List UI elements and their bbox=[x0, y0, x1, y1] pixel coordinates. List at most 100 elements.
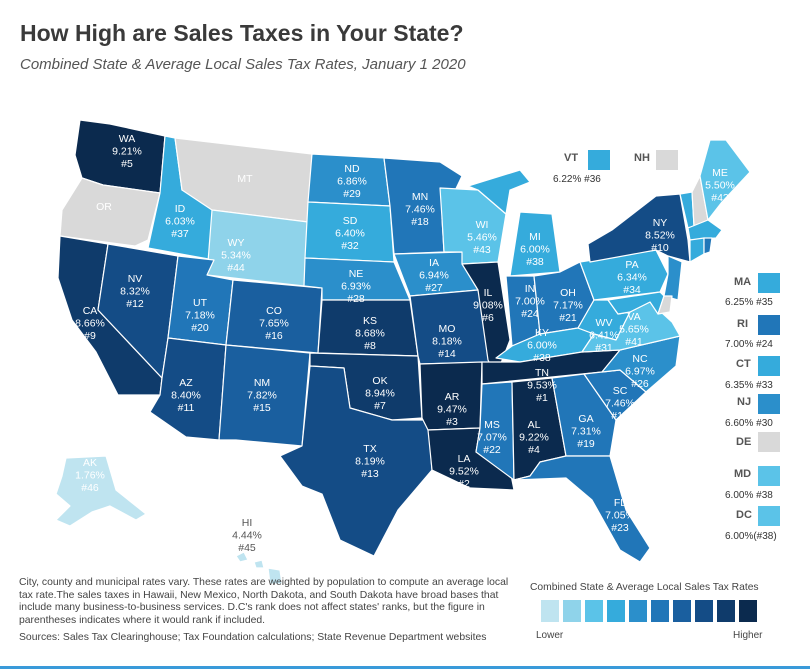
state-label-OH-rate: 7.17% bbox=[553, 300, 583, 312]
state-label-OH-rank: #21 bbox=[559, 312, 577, 324]
state-label-FL-name: FL bbox=[614, 497, 626, 509]
state-label-GA-rate: 7.31% bbox=[571, 426, 601, 438]
state-label-KS-rank: #8 bbox=[364, 340, 376, 352]
legend-swatch-6 bbox=[651, 600, 669, 622]
state-label-ME-name: ME bbox=[712, 167, 728, 179]
state-label-KY-name: KY bbox=[535, 327, 549, 339]
state-label-OR-name: OR bbox=[96, 201, 112, 213]
state-label-MI-rank: #38 bbox=[526, 256, 544, 268]
state-label-AR-rank: #3 bbox=[446, 416, 458, 428]
state-label-SC-name: SC bbox=[613, 385, 628, 397]
state-label-WV-rank: #31 bbox=[595, 342, 613, 354]
state-label-OK-rank: #7 bbox=[374, 400, 386, 412]
state-label-ID-rate: 6.03% bbox=[165, 216, 195, 228]
state-label-ID-name: ID bbox=[175, 203, 186, 215]
state-OR bbox=[59, 177, 161, 247]
vt-label: VT bbox=[564, 152, 579, 164]
state-label-WV-rate: 6.41% bbox=[589, 330, 619, 342]
state-label-VA-name: VA bbox=[627, 311, 640, 323]
legend-swatch-10 bbox=[739, 600, 757, 622]
nh-swatch bbox=[656, 150, 678, 170]
state-label-IN-rate: 7.00% bbox=[515, 296, 545, 308]
state-label-NY-name: NY bbox=[653, 217, 668, 229]
state-label-ND-rate: 6.86% bbox=[337, 176, 367, 188]
state-label-AR-name: AR bbox=[445, 391, 460, 403]
state-label-PA-rate: 6.34% bbox=[617, 272, 647, 284]
state-label-AK-rate: 1.76% bbox=[75, 470, 105, 482]
page-subtitle: Combined State & Average Local Sales Tax… bbox=[20, 56, 466, 73]
state-label-CO-name: CO bbox=[266, 305, 282, 317]
state-label-TX-rank: #13 bbox=[361, 468, 379, 480]
nh-label: NH bbox=[634, 152, 650, 164]
sources-note: Sources: Sales Tax Clearinghouse; Tax Fo… bbox=[19, 632, 487, 643]
state-label-NY-rank: #10 bbox=[651, 242, 669, 254]
legend-swatch-1 bbox=[541, 600, 559, 622]
legend-swatch-5 bbox=[629, 600, 647, 622]
state-label-WI-rank: #43 bbox=[473, 244, 491, 256]
dc-swatch bbox=[758, 506, 780, 526]
ri-swatch bbox=[758, 315, 780, 335]
state-label-UT-rank: #20 bbox=[191, 322, 209, 334]
state-label-WY-rate: 5.34% bbox=[221, 250, 251, 262]
state-label-CA-name: CA bbox=[83, 305, 98, 317]
state-label-KS-name: KS bbox=[363, 315, 377, 327]
state-label-SC-rate: 7.46% bbox=[605, 398, 635, 410]
state-label-GA-rank: #19 bbox=[577, 438, 595, 450]
legend-swatch-2 bbox=[563, 600, 581, 622]
state-label-SD-rate: 6.40% bbox=[335, 228, 365, 240]
legend-swatch-4 bbox=[607, 600, 625, 622]
state-label-TN-rate: 9.53% bbox=[527, 380, 557, 392]
state-label-IA-rate: 6.94% bbox=[419, 270, 449, 282]
page-title: How High are Sales Taxes in Your State? bbox=[20, 20, 464, 46]
ct-label: CT bbox=[736, 358, 751, 370]
md-label: MD bbox=[734, 468, 752, 480]
state-label-KS-rate: 8.68% bbox=[355, 328, 385, 340]
state-label-NE-rank: #28 bbox=[347, 293, 365, 305]
state-label-AZ-rate: 8.40% bbox=[171, 390, 201, 402]
legend-swatch-9 bbox=[717, 600, 735, 622]
dc-rate: 6.00%(#38) bbox=[725, 531, 777, 542]
state-label-NC-rank: #26 bbox=[631, 378, 649, 390]
state-label-WV-name: WV bbox=[596, 317, 613, 329]
legend-swatch-8 bbox=[695, 600, 713, 622]
state-label-TN-rank: #1 bbox=[536, 392, 548, 404]
ma-label: MA bbox=[734, 276, 752, 288]
state-label-UT-name: UT bbox=[193, 297, 208, 309]
nj-rate: 6.60% #30 bbox=[725, 418, 773, 429]
state-label-LA-name: LA bbox=[458, 453, 471, 465]
state-label-MO-rate: 8.18% bbox=[432, 336, 462, 348]
state-label-AR-rate: 9.47% bbox=[437, 404, 467, 416]
state-label-OH-name: OH bbox=[560, 287, 576, 299]
state-label-MT-name: MT bbox=[237, 173, 253, 185]
state-label-WI-name: WI bbox=[476, 219, 489, 231]
state-label-CA-rate: 8.66% bbox=[75, 318, 105, 330]
state-NJ bbox=[663, 255, 683, 301]
state-label-VA-rank: #41 bbox=[625, 336, 643, 348]
state-label-LA-rate: 9.52% bbox=[449, 466, 479, 478]
ma-rate: 6.25% #35 bbox=[725, 297, 773, 308]
state-DE bbox=[657, 295, 673, 315]
state-label-VA-rate: 5.65% bbox=[619, 324, 649, 336]
nj-label: NJ bbox=[737, 396, 752, 408]
state-label-AZ-name: AZ bbox=[179, 377, 193, 389]
state-label-NE-name: NE bbox=[349, 268, 364, 280]
state-label-UT-rate: 7.18% bbox=[185, 310, 215, 322]
state-FL bbox=[513, 455, 651, 563]
state-label-NE-rate: 6.93% bbox=[341, 281, 371, 293]
state-label-AL-rank: #4 bbox=[528, 444, 540, 456]
state-label-CA-rank: #9 bbox=[84, 330, 96, 342]
state-label-IN-rank: #24 bbox=[521, 308, 539, 320]
state-label-TX-rate: 8.19% bbox=[355, 456, 385, 468]
state-label-MN-rate: 7.46% bbox=[405, 204, 435, 216]
ma-swatch bbox=[758, 273, 780, 293]
de-swatch bbox=[758, 432, 780, 452]
state-label-IA-name: IA bbox=[429, 257, 439, 269]
state-label-NY-rate: 8.52% bbox=[645, 230, 675, 242]
state-label-IA-rank: #27 bbox=[425, 282, 443, 294]
state-label-NV-rank: #12 bbox=[126, 298, 144, 310]
state-label-KY-rate: 6.00% bbox=[527, 340, 557, 352]
state-label-WA-rate: 9.21% bbox=[112, 146, 142, 158]
ri-label: RI bbox=[737, 318, 748, 330]
state-label-ND-rank: #29 bbox=[343, 188, 361, 200]
legend-color-scale bbox=[541, 600, 757, 622]
